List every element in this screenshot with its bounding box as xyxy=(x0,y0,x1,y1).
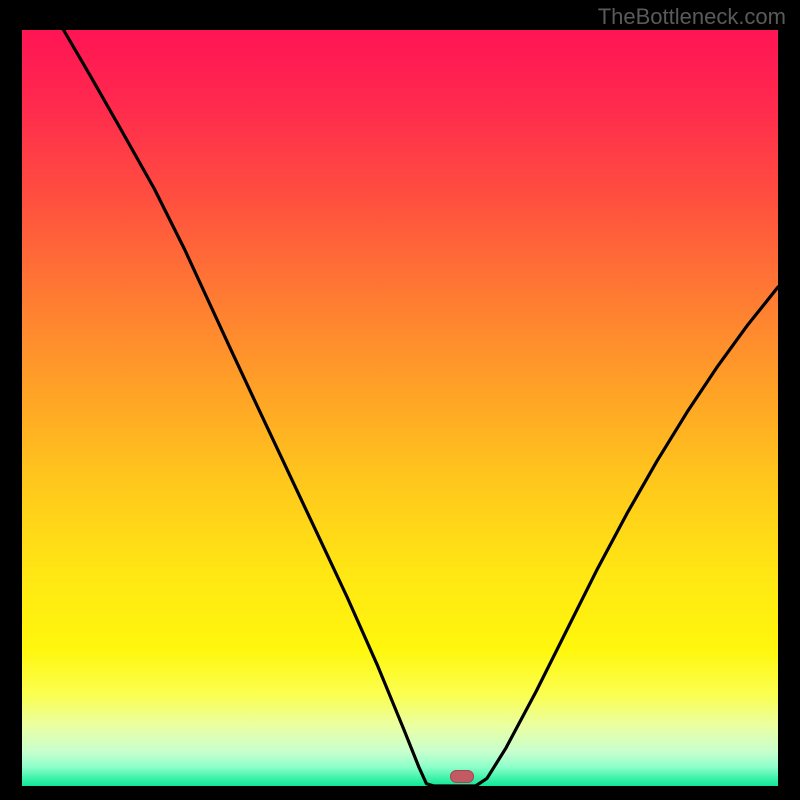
chart-frame: TheBottleneck.com xyxy=(0,0,800,800)
plot-area xyxy=(22,30,778,785)
optimum-marker xyxy=(450,770,474,783)
bottleneck-curve xyxy=(22,30,778,786)
attribution-text: TheBottleneck.com xyxy=(598,4,786,30)
